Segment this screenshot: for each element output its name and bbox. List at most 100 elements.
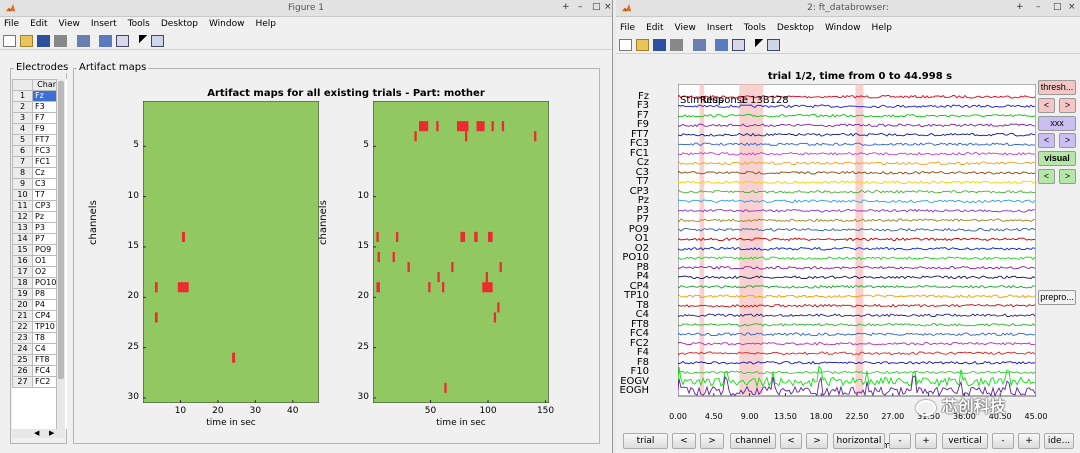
vertical-button[interactable]: vertical: [942, 433, 988, 449]
table-row[interactable]: 26 FC4: [12, 365, 63, 377]
table-row[interactable]: 11 CP3: [12, 200, 63, 212]
legend-icon[interactable]: [732, 39, 746, 51]
table-row[interactable]: 3 F7: [12, 112, 63, 124]
table-row[interactable]: 14 P7: [12, 233, 63, 245]
visual-next-button[interactable]: >: [1059, 169, 1076, 184]
menu-help[interactable]: Help: [871, 23, 893, 33]
identify-button[interactable]: ide...: [1044, 433, 1074, 449]
databrowser-titlebar[interactable]: 2: ft_databrowser: + – □ ×: [616, 0, 1080, 17]
vertical-plus-button[interactable]: +: [1018, 433, 1040, 449]
menu-window[interactable]: Window: [824, 23, 861, 33]
trial-next-button[interactable]: >: [700, 433, 724, 449]
table-row[interactable]: 13 P3: [12, 222, 63, 234]
table-horizontal-scrollbar[interactable]: ◀ ▶: [12, 429, 65, 438]
table-row[interactable]: 18 PO10: [12, 277, 63, 289]
table-row[interactable]: 10 T7: [12, 189, 63, 201]
print-icon[interactable]: [669, 39, 683, 51]
xxx-button[interactable]: xxx: [1038, 116, 1076, 131]
table-row[interactable]: 19 P8: [12, 288, 63, 300]
trial-prev-button[interactable]: <: [672, 433, 696, 449]
menu-insert[interactable]: Insert: [706, 23, 733, 33]
electrode-cell[interactable]: FC2: [32, 376, 63, 388]
colorbar-icon[interactable]: [715, 39, 729, 51]
new-file-icon[interactable]: [619, 39, 632, 51]
scrollbar-thumb[interactable]: [58, 81, 64, 379]
menu-file[interactable]: File: [620, 23, 636, 33]
link-icon[interactable]: [692, 39, 706, 51]
figure1-titlebar[interactable]: Figure 1 + – □ ×: [0, 0, 612, 17]
menu-tools[interactable]: Tools: [743, 23, 766, 33]
table-row[interactable]: 9 C3: [12, 178, 63, 190]
scroll-right-icon[interactable]: ▶: [49, 429, 55, 437]
table-vertical-scrollbar[interactable]: [56, 79, 65, 429]
menu-insert[interactable]: Insert: [90, 19, 117, 29]
table-row[interactable]: 22 TP10: [12, 321, 63, 333]
menu-help[interactable]: Help: [255, 19, 277, 29]
close-icon[interactable]: ×: [604, 2, 612, 12]
channel-prev-button[interactable]: <: [780, 433, 802, 449]
maximize-icon[interactable]: □: [1053, 2, 1062, 12]
table-row[interactable]: 12 Pz: [12, 211, 63, 223]
new-file-icon[interactable]: [3, 35, 16, 47]
menu-view[interactable]: View: [674, 23, 696, 33]
vertical-minus-button[interactable]: -: [992, 433, 1014, 449]
table-row[interactable]: 17 O2: [12, 266, 63, 278]
thresh-next-button[interactable]: >: [1059, 98, 1076, 113]
pointer-icon[interactable]: [139, 35, 148, 47]
table-row[interactable]: 5 FT7: [12, 134, 63, 146]
close-icon[interactable]: ×: [1068, 2, 1076, 12]
table-row[interactable]: 21 CP4: [12, 310, 63, 322]
save-icon[interactable]: [36, 35, 50, 47]
xxx-prev-button[interactable]: <: [1038, 133, 1055, 148]
menu-file[interactable]: File: [4, 19, 20, 29]
maximize-icon[interactable]: □: [592, 2, 601, 12]
eeg-signal-plot[interactable]: [678, 84, 1036, 406]
add-icon[interactable]: +: [562, 2, 570, 12]
add-icon[interactable]: +: [1016, 2, 1024, 12]
menu-tools[interactable]: Tools: [127, 19, 150, 29]
minimize-icon[interactable]: –: [578, 2, 583, 12]
xxx-next-button[interactable]: >: [1059, 133, 1076, 148]
visual-prev-button[interactable]: <: [1038, 169, 1055, 184]
electrode-cell[interactable]: TP10: [32, 321, 63, 333]
print-icon[interactable]: [53, 35, 67, 47]
open-folder-icon[interactable]: [19, 35, 33, 47]
menu-window[interactable]: Window: [208, 19, 245, 29]
channel-next-button[interactable]: >: [806, 433, 828, 449]
menu-desktop[interactable]: Desktop: [776, 23, 814, 33]
pointer-icon[interactable]: [755, 39, 764, 51]
prepro-button[interactable]: prepro...: [1038, 290, 1076, 305]
table-row[interactable]: 8 Cz: [12, 167, 63, 179]
table-row[interactable]: 6 FC3: [12, 145, 63, 157]
table-row[interactable]: 20 P4: [12, 299, 63, 311]
horizontal-minus-button[interactable]: -: [889, 433, 911, 449]
horizontal-plus-button[interactable]: +: [915, 433, 937, 449]
menu-edit[interactable]: Edit: [646, 23, 664, 33]
table-row[interactable]: 16 O1: [12, 255, 63, 267]
menu-view[interactable]: View: [58, 19, 80, 29]
table-row[interactable]: 24 C4: [12, 343, 63, 355]
save-icon[interactable]: [652, 39, 666, 51]
thresh-prev-button[interactable]: <: [1038, 98, 1055, 113]
menu-edit[interactable]: Edit: [30, 19, 48, 29]
colorbar-icon[interactable]: [99, 35, 113, 47]
visual-button[interactable]: visual: [1038, 151, 1076, 166]
link-icon[interactable]: [76, 35, 90, 47]
table-row[interactable]: 4 F9: [12, 123, 63, 135]
table-row[interactable]: 15 PO9: [12, 244, 63, 256]
legend-icon[interactable]: [116, 35, 130, 47]
table-row[interactable]: 2 F3: [12, 101, 63, 113]
electrode-cell[interactable]: P4: [32, 299, 63, 311]
table-row[interactable]: 1 Fz: [12, 90, 63, 102]
thresh-button[interactable]: thresh...: [1038, 80, 1076, 95]
table-row[interactable]: 7 FC1: [12, 156, 63, 168]
minimize-icon[interactable]: –: [1036, 2, 1041, 12]
menu-desktop[interactable]: Desktop: [160, 19, 198, 29]
scroll-left-icon[interactable]: ◀: [34, 429, 40, 437]
trial-button[interactable]: trial: [623, 433, 668, 449]
edit-plot-icon[interactable]: [767, 39, 780, 51]
table-row[interactable]: 27 FC2: [12, 376, 63, 388]
edit-plot-icon[interactable]: [151, 35, 164, 47]
table-row[interactable]: 23 T8: [12, 332, 63, 344]
table-row[interactable]: 25 FT8: [12, 354, 63, 366]
